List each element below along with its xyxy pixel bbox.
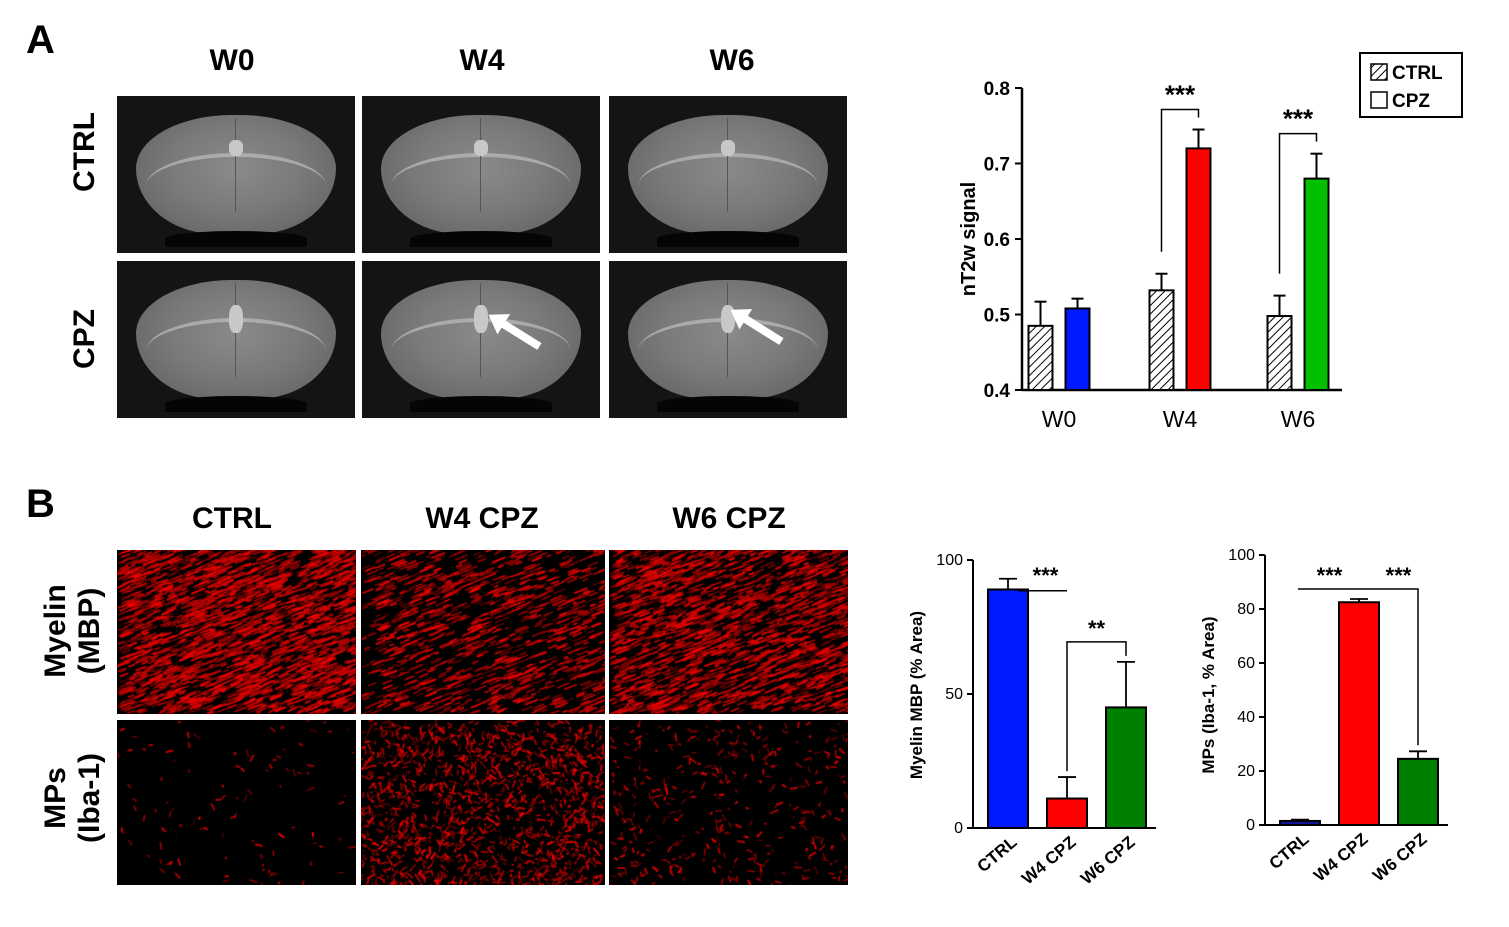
mbp-y-tick-label: 0 xyxy=(954,820,963,837)
nt2w-y-tick-label: 0.7 xyxy=(984,155,1010,176)
nt2w-significance-label: *** xyxy=(1165,80,1196,110)
mbp-significance-label: *** xyxy=(1033,563,1059,588)
mri-row-header-ctrl: CTRL xyxy=(68,112,101,192)
mri-image-cpz-w6 xyxy=(609,261,847,418)
ihc-row-header-myelin: Myelin (MBP) xyxy=(39,556,107,706)
nt2w-bar-cpz xyxy=(1064,307,1091,391)
legend-label-ctrl: CTRL xyxy=(1392,63,1443,84)
mbp-x-tick-label: W6 CPZ xyxy=(1077,833,1138,889)
nt2w-y-tick-label: 0.8 xyxy=(984,79,1010,100)
iba1-x-tick-label: W4 CPZ xyxy=(1310,830,1371,886)
myelin-image-ctrl xyxy=(117,550,356,714)
mbp-bar xyxy=(987,588,1029,830)
iba1-bar xyxy=(1338,601,1380,826)
mri-image-ctrl-w6 xyxy=(609,96,847,253)
iba1-significance-label: *** xyxy=(1317,563,1343,588)
nt2w-y-tick-label: 0.4 xyxy=(984,381,1011,402)
myelin-image-w4cpz xyxy=(361,550,605,714)
nt2w-significance-bracket xyxy=(1278,132,1318,274)
myelin-image-w6cpz xyxy=(609,550,848,714)
ihc-row-header-mps: MPs (Iba-1) xyxy=(39,723,107,873)
panel-a-label: A xyxy=(26,18,55,62)
ihc-col-header-ctrl: CTRL xyxy=(192,502,272,535)
iba1-y-tick-label: 100 xyxy=(1228,547,1255,564)
iba1-significance-label: *** xyxy=(1386,563,1412,588)
mri-image-cpz-w4 xyxy=(362,261,600,418)
ihc-row-header-mps-line2: (Iba-1) xyxy=(73,753,106,843)
ihc-col-header-w4cpz: W4 CPZ xyxy=(425,502,539,535)
mbp-significance-label: ** xyxy=(1088,616,1106,641)
nt2w-bar-cpz xyxy=(1303,177,1330,391)
nt2w-chart: 0.4 0.5 0.6 0.7 0.8 W0 W4 W6 *** *** nT2w signal… xyxy=(958,52,1463,432)
ihc-row-header-mps-line1: MPs xyxy=(39,767,72,829)
nt2w-x-tick-label: W6 xyxy=(1281,406,1316,432)
iba1-image-ctrl xyxy=(117,720,356,885)
nt2w-bar-ctrl xyxy=(1027,324,1054,392)
iba1-y-tick-label: 60 xyxy=(1237,655,1255,672)
nt2w-bar-ctrl xyxy=(1148,289,1175,391)
mri-image-ctrl-w4 xyxy=(362,96,600,253)
legend-swatch-ctrl xyxy=(1370,63,1388,81)
mri-row-header-cpz: CPZ xyxy=(68,309,101,369)
ihc-col-header-w6cpz: W6 CPZ xyxy=(672,502,786,535)
nt2w-x-tick-label: W4 xyxy=(1163,406,1198,432)
nt2w-y-tick-label: 0.6 xyxy=(984,230,1010,251)
nt2w-significance-label: *** xyxy=(1283,104,1314,134)
mbp-y-tick-label: 50 xyxy=(945,686,963,703)
nt2w-y-axis-label: nT2w signal xyxy=(958,182,980,296)
mbp-bar xyxy=(1046,797,1088,829)
iba1-bar xyxy=(1397,757,1439,827)
mri-col-header-w6: W6 xyxy=(709,44,755,77)
mbp-y-axis-label: Myelin MBP (% Area) xyxy=(907,611,926,779)
nt2w-bar-ctrl xyxy=(1266,315,1293,392)
iba1-y-tick-label: 0 xyxy=(1246,817,1255,834)
mbp-bar xyxy=(1105,706,1147,829)
iba1-image-w6cpz xyxy=(609,720,848,885)
ihc-row-header-myelin-line2: (MBP) xyxy=(73,587,106,675)
iba1-x-tick-label: CTRL xyxy=(1266,830,1313,874)
mbp-significance-bracket xyxy=(1066,641,1127,772)
mbp-x-tick-label: CTRL xyxy=(974,833,1021,877)
iba1-y-tick-label: 80 xyxy=(1237,601,1255,618)
iba1-y-axis-label: MPs (Iba-1, % Area) xyxy=(1199,616,1218,773)
mri-col-header-w0: W0 xyxy=(209,44,255,77)
nt2w-bar-cpz xyxy=(1185,147,1212,392)
panel-b-label: B xyxy=(26,482,55,526)
mri-col-header-w4: W4 xyxy=(459,44,505,77)
legend-label-cpz: CPZ xyxy=(1392,91,1430,112)
iba1-y-tick-label: 20 xyxy=(1237,763,1255,780)
iba1-image-w4cpz xyxy=(361,720,605,885)
mri-image-ctrl-w0 xyxy=(117,96,355,253)
iba1-x-tick-label: W6 CPZ xyxy=(1369,830,1430,886)
ihc-row-header-myelin-line1: Myelin xyxy=(39,584,72,678)
iba1-bar xyxy=(1279,819,1321,827)
nt2w-significance-bracket xyxy=(1160,108,1200,252)
iba1-significance-bracket xyxy=(1359,588,1419,746)
legend-swatch-cpz xyxy=(1370,91,1388,109)
mbp-x-tick-label: W4 CPZ xyxy=(1018,833,1079,889)
iba1-y-tick-label: 40 xyxy=(1237,709,1255,726)
mbp-y-tick-label: 100 xyxy=(936,552,963,569)
mri-image-cpz-w0 xyxy=(117,261,355,418)
nt2w-x-tick-label: W0 xyxy=(1042,406,1077,432)
nt2w-y-tick-label: 0.5 xyxy=(984,306,1011,327)
